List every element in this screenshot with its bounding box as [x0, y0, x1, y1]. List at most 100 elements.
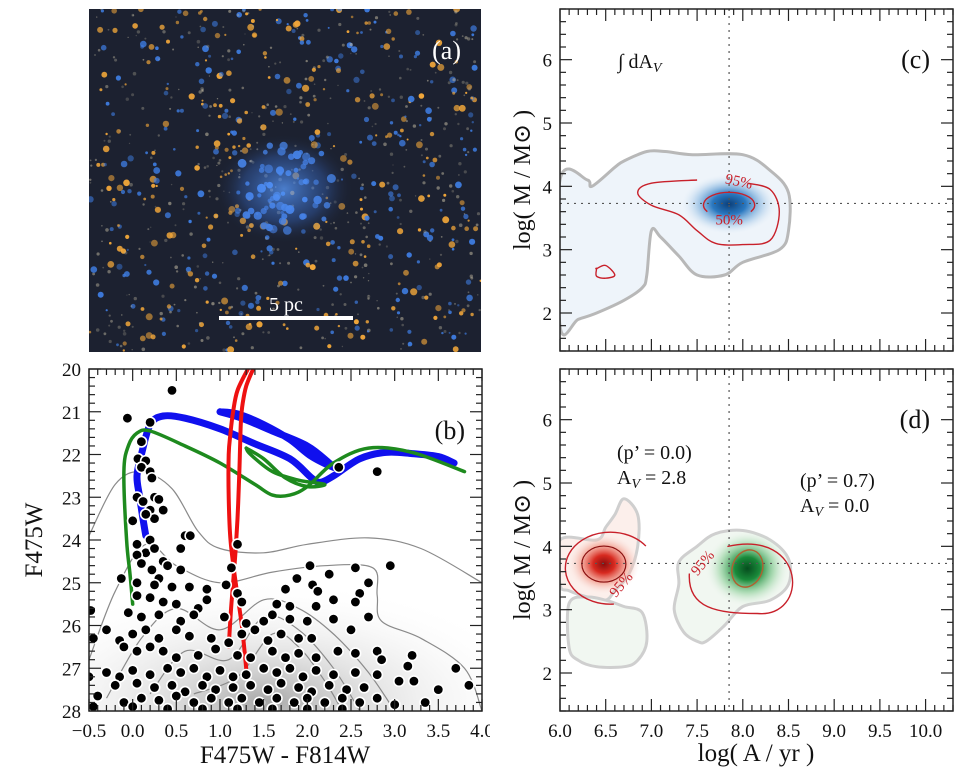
star: [360, 69, 365, 75]
star: [440, 236, 443, 238]
star: [470, 312, 474, 317]
star: [367, 106, 371, 110]
star: [401, 287, 409, 295]
star: [414, 195, 417, 197]
star: [305, 59, 308, 63]
axis-ticks: [559, 368, 954, 712]
star: [423, 230, 427, 234]
star: [120, 248, 127, 254]
star-point: [200, 583, 213, 596]
mass-age-chart-c: 2 3 4 5 6 95% 50% ∫ dAV (c) log( M / M⊙ ): [510, 8, 954, 352]
star: [477, 294, 479, 296]
green-contour-50: [731, 549, 764, 588]
star: [217, 114, 222, 119]
star: [155, 56, 161, 62]
star: [464, 153, 468, 157]
star-point: [227, 681, 240, 694]
star: [307, 113, 311, 117]
star: [121, 314, 123, 316]
star: [233, 336, 235, 339]
x-tick-label: 2.5: [339, 721, 363, 742]
star: [127, 189, 132, 194]
star: [447, 81, 451, 85]
star-point: [296, 670, 309, 683]
star: [111, 9, 117, 14]
star: [226, 70, 232, 76]
star: [413, 55, 417, 59]
star: [406, 252, 412, 258]
contour-95-secondary: [595, 264, 616, 279]
star: [260, 124, 267, 131]
star: [211, 302, 215, 306]
star: [302, 84, 310, 92]
star: [222, 262, 224, 264]
star-point: [275, 627, 288, 640]
star: [421, 338, 428, 345]
star: [299, 96, 303, 100]
star-point: [349, 561, 362, 574]
star: [182, 202, 186, 206]
star: [218, 301, 221, 305]
star: [187, 31, 191, 35]
star: [268, 254, 271, 257]
star: [211, 273, 218, 279]
star: [392, 184, 399, 191]
star: [106, 185, 112, 191]
y-tick-label: 22: [62, 446, 81, 467]
star: [470, 129, 473, 132]
star: [217, 161, 221, 165]
star-point: [283, 662, 296, 675]
star: [116, 129, 121, 134]
star: [402, 342, 405, 345]
star: [126, 294, 128, 296]
x-axis-label: log( A / yr ): [698, 740, 815, 767]
star: [444, 122, 448, 126]
star: [221, 55, 224, 58]
isochrone-blue: [133, 412, 458, 540]
star: [329, 97, 332, 100]
star: [475, 223, 479, 227]
star-point: [131, 645, 144, 658]
star: [248, 322, 252, 326]
star: [216, 164, 218, 167]
star: [151, 239, 158, 247]
star: [418, 195, 425, 202]
star-point: [419, 696, 432, 709]
star: [205, 300, 209, 304]
x-tick-label: 3.0: [383, 721, 407, 742]
star-point: [131, 677, 144, 690]
star: [375, 134, 378, 137]
star: [308, 76, 315, 82]
star: [438, 326, 443, 330]
star: [219, 308, 222, 312]
star: [132, 14, 135, 17]
star: [449, 144, 453, 148]
scale-bar-label: 5 pc: [269, 294, 303, 316]
star: [309, 264, 316, 271]
star: [117, 224, 120, 227]
star: [105, 309, 108, 312]
star: [341, 345, 344, 348]
star: [227, 346, 235, 352]
star-point: [331, 645, 344, 658]
star: [153, 279, 160, 286]
star: [196, 311, 198, 314]
star: [398, 50, 401, 52]
star: [145, 123, 150, 128]
star: [469, 85, 472, 88]
star: [198, 90, 202, 94]
star: [467, 87, 471, 91]
star: [236, 14, 240, 17]
star: [298, 251, 300, 253]
star: [164, 238, 168, 243]
star: [218, 159, 222, 162]
y-tick-label: 24: [62, 531, 82, 552]
star: [230, 57, 234, 61]
tick-labels: 2 3 4 5 6: [543, 51, 553, 325]
star: [406, 138, 409, 141]
x-tick-label: 6.5: [594, 721, 618, 742]
star-point: [100, 623, 113, 636]
star: [400, 348, 402, 350]
star: [178, 88, 180, 91]
star: [324, 337, 326, 340]
